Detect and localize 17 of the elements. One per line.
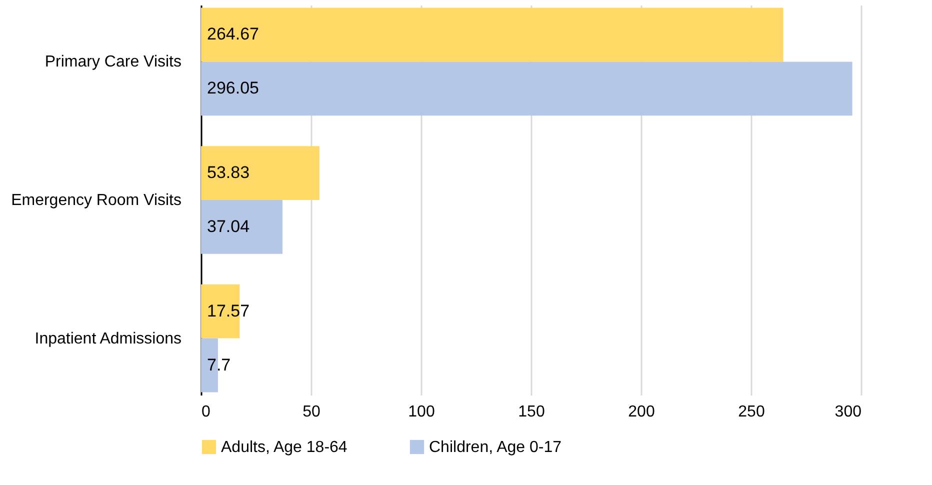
- data-label: 53.83: [207, 163, 250, 182]
- data-label: 37.04: [207, 216, 250, 236]
- y-tick-label: Primary Care Visits: [44, 54, 182, 71]
- x-tick-label: 300: [834, 404, 862, 420]
- x-tick-label: 50: [302, 404, 320, 420]
- x-tick-label: 200: [628, 404, 655, 420]
- data-label: 264.67: [207, 24, 259, 44]
- data-label: 7.7: [207, 355, 231, 374]
- legend-label: Adults, Age 18-64: [221, 439, 348, 456]
- y-tick-label: Inpatient Admissions: [34, 330, 182, 348]
- x-tick-label: 100: [408, 404, 435, 420]
- legend-label: Children, Age 0-17: [429, 439, 562, 456]
- x-tick-label: 150: [518, 404, 545, 420]
- data-label: 296.05: [207, 78, 259, 98]
- x-tick-label: 250: [738, 404, 765, 420]
- x-tick-label: 0: [202, 404, 210, 420]
- y-tick-label: Emergency Room Visits: [11, 192, 182, 209]
